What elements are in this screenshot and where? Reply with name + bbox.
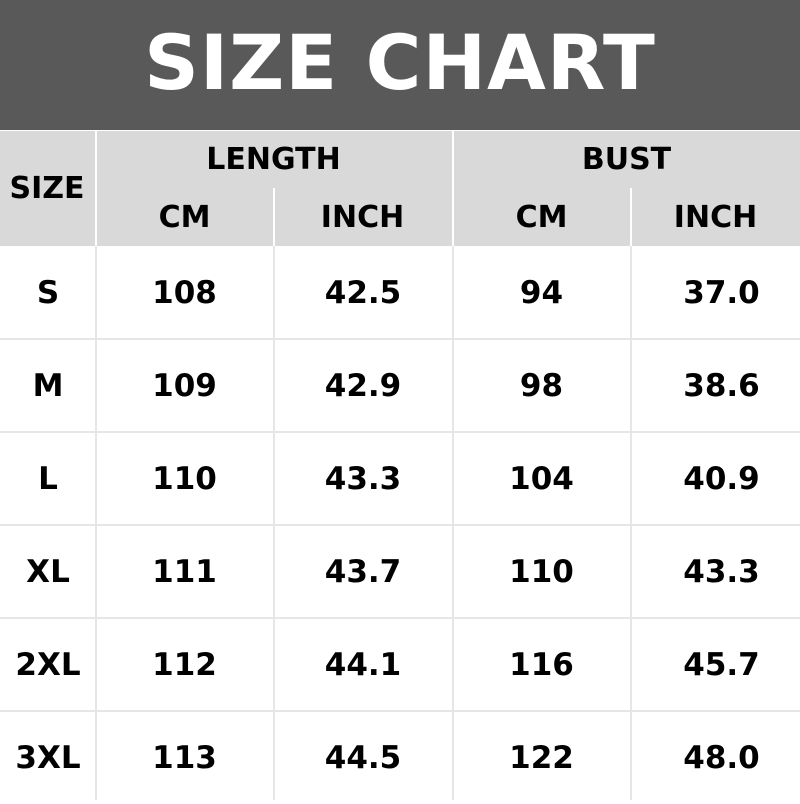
cell-bust-cm: 98: [519, 367, 564, 404]
cell-size: XL: [26, 553, 70, 590]
cell-size: L: [38, 460, 58, 497]
table-header: [0, 131, 800, 246]
cell-bust-cm: 122: [509, 739, 574, 776]
cell-length-cm: 109: [152, 367, 217, 404]
cell-length-cm: 112: [152, 646, 217, 683]
cell-length-inch: 43.7: [324, 553, 402, 590]
cell-length-cm: 113: [152, 739, 217, 776]
header-divider: [95, 131, 97, 246]
row-divider: [0, 524, 800, 526]
page-title: SIZE CHART: [144, 18, 656, 107]
header-bust-inch: INCH: [673, 199, 758, 235]
cell-bust-cm: 94: [519, 274, 564, 311]
cell-length-cm: 108: [152, 274, 217, 311]
cell-bust-inch: 37.0: [683, 274, 760, 311]
cell-length-inch: 44.1: [324, 646, 402, 683]
column-divider: [630, 246, 632, 800]
column-divider: [273, 246, 275, 800]
cell-bust-inch: 38.6: [683, 367, 760, 404]
cell-size: M: [32, 367, 64, 404]
cell-bust-cm: 116: [509, 646, 574, 683]
column-divider: [452, 246, 454, 800]
header-divider: [273, 188, 275, 246]
header-bust-cm: CM: [515, 199, 568, 235]
cell-size: 2XL: [15, 646, 81, 683]
row-divider: [0, 338, 800, 340]
cell-size: 3XL: [15, 739, 81, 776]
cell-bust-inch: 43.3: [683, 553, 760, 590]
cell-length-inch: 42.9: [324, 367, 402, 404]
title-bar: SIZE CHART: [0, 0, 800, 130]
header-length: LENGTH: [206, 142, 341, 177]
cell-bust-inch: 40.9: [683, 460, 760, 497]
cell-length-inch: 44.5: [324, 739, 402, 776]
cell-length-cm: 111: [152, 553, 217, 590]
cell-length-inch: 42.5: [324, 274, 402, 311]
header-bust: BUST: [581, 142, 672, 177]
header-length-cm: CM: [158, 199, 211, 235]
header-length-inch: INCH: [320, 199, 405, 235]
row-divider: [0, 710, 800, 712]
row-divider: [0, 431, 800, 433]
cell-bust-inch: 48.0: [683, 739, 760, 776]
cell-bust-cm: 104: [509, 460, 574, 497]
cell-bust-inch: 45.7: [683, 646, 760, 683]
header-divider: [452, 131, 454, 246]
row-divider: [0, 617, 800, 619]
header-divider: [630, 188, 632, 246]
cell-length-inch: 43.3: [324, 460, 402, 497]
header-size: SIZE: [9, 171, 85, 206]
cell-bust-cm: 110: [509, 553, 574, 590]
column-divider: [95, 246, 97, 800]
cell-length-cm: 110: [152, 460, 217, 497]
cell-size: S: [36, 274, 60, 311]
